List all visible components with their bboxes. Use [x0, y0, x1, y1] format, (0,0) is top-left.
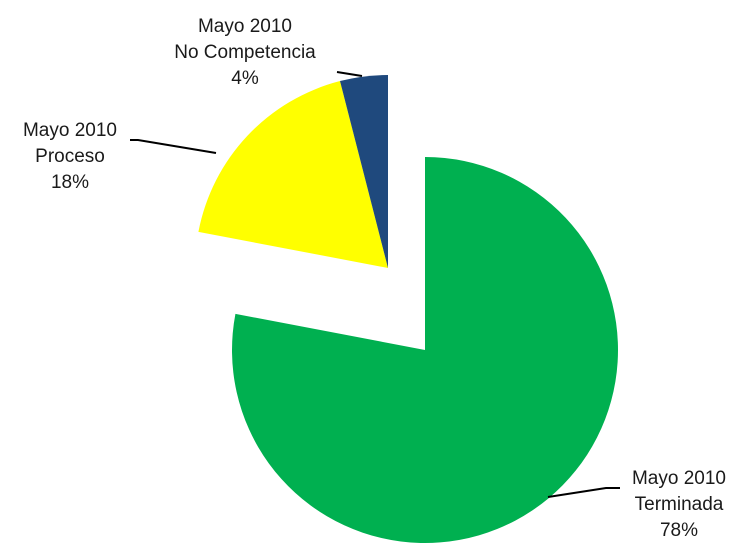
label-no-competencia-period: Mayo 2010 [197, 16, 292, 37]
leader-line-terminada [547, 487, 620, 498]
pie-slices [198, 75, 619, 543]
label-terminada-name: Terminada [634, 494, 724, 515]
label-no-competencia-name: No Competencia [174, 42, 316, 63]
label-terminada-period: Mayo 2010 [631, 468, 726, 489]
pie-slice-terminada [232, 156, 619, 543]
leader-lines [130, 71, 620, 498]
label-proceso: Mayo 2010 Proceso 18% [0, 118, 140, 196]
pie-slice-proceso [198, 81, 388, 268]
leader-line-proceso [130, 139, 217, 154]
label-proceso-period: Mayo 2010 [22, 120, 117, 141]
pie-slice-no-competencia [340, 75, 388, 268]
label-no-competencia: Mayo 2010 No Competencia 4% [150, 14, 340, 92]
label-terminada: Mayo 2010 Terminada 78% [612, 466, 746, 544]
leader-line-no-competencia [336, 71, 363, 77]
label-proceso-percent: 18% [50, 172, 90, 193]
label-proceso-name: Proceso [35, 146, 105, 167]
label-terminada-percent: 78% [659, 520, 699, 541]
label-no-competencia-percent: 4% [231, 68, 259, 89]
